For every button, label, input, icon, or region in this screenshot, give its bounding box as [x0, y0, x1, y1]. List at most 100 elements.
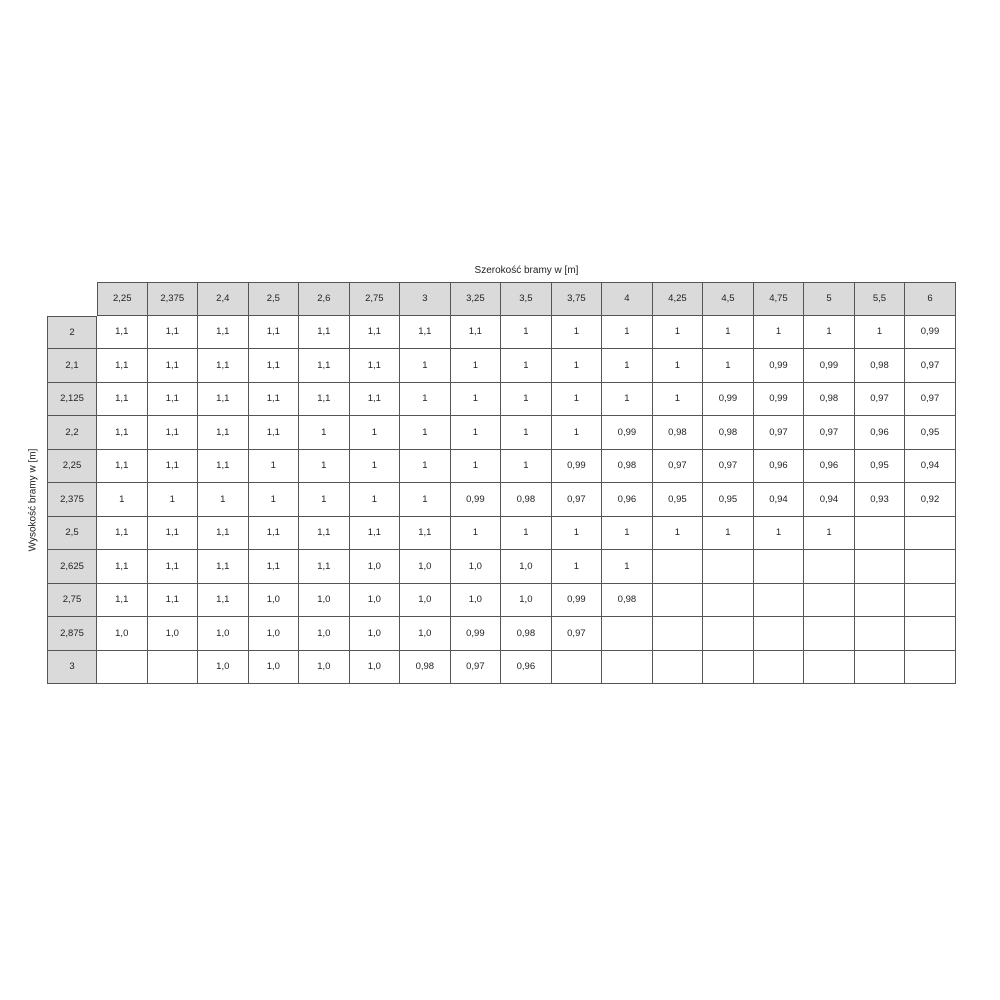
table-cell — [652, 583, 704, 617]
table-cell: 1 — [854, 315, 906, 349]
table-cell: 1,1 — [400, 315, 451, 349]
table-cell: 1 — [602, 315, 653, 349]
table-cell: 1 — [400, 382, 451, 416]
table-cell: 1,1 — [248, 315, 300, 349]
table-cell — [753, 650, 805, 684]
table-cell: 1 — [551, 550, 603, 584]
column-header: 5 — [804, 282, 855, 316]
table-cell: 1,1 — [97, 449, 148, 483]
table-cell: 1,1 — [198, 516, 249, 550]
table-cell: 1,1 — [97, 583, 148, 617]
row-header: 3 — [47, 650, 97, 684]
table-cell: 0,98 — [804, 382, 855, 416]
table-cell: 1 — [450, 516, 502, 550]
table-cell: 1 — [551, 416, 603, 450]
column-header: 2,4 — [198, 282, 249, 316]
table-cell: 0,97 — [551, 483, 603, 517]
column-header: 5,5 — [854, 282, 906, 316]
table-cell: 1 — [450, 382, 502, 416]
table-cell: 0,96 — [602, 483, 653, 517]
table-cell: 1 — [299, 483, 350, 517]
table-cell: 1,1 — [299, 315, 350, 349]
table-cell: 1 — [400, 416, 451, 450]
table-cell: 1 — [804, 516, 855, 550]
table-cell: 1,1 — [198, 349, 249, 383]
table-cell — [854, 516, 906, 550]
table-cell: 1 — [703, 516, 754, 550]
table-cell: 0,96 — [501, 650, 552, 684]
column-header: 2,25 — [97, 282, 148, 316]
table-cell: 0,99 — [450, 617, 502, 651]
table-cell: 1,0 — [349, 550, 401, 584]
row-header: 2,125 — [47, 382, 97, 416]
column-header: 3,25 — [450, 282, 502, 316]
table-cell: 1,1 — [349, 349, 401, 383]
table-cell: 0,99 — [753, 349, 805, 383]
table-cell: 0,92 — [905, 483, 956, 517]
table-cell: 1,0 — [349, 617, 401, 651]
table-cell — [753, 550, 805, 584]
table-cell: 1,1 — [147, 416, 199, 450]
table-cell: 1,1 — [97, 382, 148, 416]
table-cell — [551, 650, 603, 684]
table-cell: 1,1 — [147, 315, 199, 349]
table-cell: 0,97 — [551, 617, 603, 651]
table-cell: 1,0 — [147, 617, 199, 651]
table-cell: 0,98 — [501, 617, 552, 651]
table-cell: 1,0 — [248, 617, 300, 651]
table-corner — [47, 282, 97, 316]
table-cell: 0,97 — [703, 449, 754, 483]
table-cell: 1,0 — [299, 583, 350, 617]
table-cell: 1 — [147, 483, 199, 517]
table-cell — [905, 617, 956, 651]
table-cell: 0,99 — [804, 349, 855, 383]
table-cell: 1,1 — [147, 550, 199, 584]
table-cell: 1 — [703, 349, 754, 383]
table-cell: 0,98 — [501, 483, 552, 517]
table-cell: 1 — [349, 416, 401, 450]
column-header: 4,5 — [703, 282, 754, 316]
table-cell: 1 — [450, 416, 502, 450]
row-header: 2,875 — [47, 617, 97, 651]
table-cell — [753, 583, 805, 617]
table-cell: 0,99 — [703, 382, 754, 416]
table-cell: 1,1 — [248, 349, 300, 383]
table-cell: 1 — [400, 349, 451, 383]
table-cell: 1,1 — [198, 550, 249, 584]
table-cell: 0,97 — [905, 382, 956, 416]
table-cell — [602, 617, 653, 651]
column-header: 2,375 — [147, 282, 199, 316]
table-cell: 1,0 — [501, 550, 552, 584]
table-cell: 0,99 — [551, 583, 603, 617]
table-cell: 1 — [602, 550, 653, 584]
table-cell: 1,1 — [450, 315, 502, 349]
table-cell: 1 — [299, 416, 350, 450]
table-cell — [147, 650, 199, 684]
table-cell: 1 — [652, 382, 704, 416]
table-title: Szerokość bramy w [m] — [474, 265, 579, 276]
table-cell — [804, 550, 855, 584]
table-cell: 0,99 — [551, 449, 603, 483]
table-cell — [905, 583, 956, 617]
row-header: 2,625 — [47, 550, 97, 584]
table-cell — [854, 550, 906, 584]
table-cell — [804, 583, 855, 617]
row-header: 2,2 — [47, 416, 97, 450]
table-cell: 1 — [551, 315, 603, 349]
table-cell: 0,96 — [753, 449, 805, 483]
table-cell: 1,0 — [248, 650, 300, 684]
table-cell — [804, 650, 855, 684]
column-header: 6 — [905, 282, 956, 316]
column-header: 3,75 — [551, 282, 603, 316]
column-header: 3,5 — [501, 282, 552, 316]
table-cell: 1 — [652, 349, 704, 383]
column-header: 2,75 — [349, 282, 401, 316]
table-cell: 1,0 — [450, 550, 502, 584]
table-cell — [703, 617, 754, 651]
table-cell — [854, 650, 906, 684]
table-cell: 1,0 — [501, 583, 552, 617]
table-cell: 1 — [551, 382, 603, 416]
table-cell: 0,95 — [854, 449, 906, 483]
table-cell: 0,93 — [854, 483, 906, 517]
table-cell: 1,1 — [198, 315, 249, 349]
